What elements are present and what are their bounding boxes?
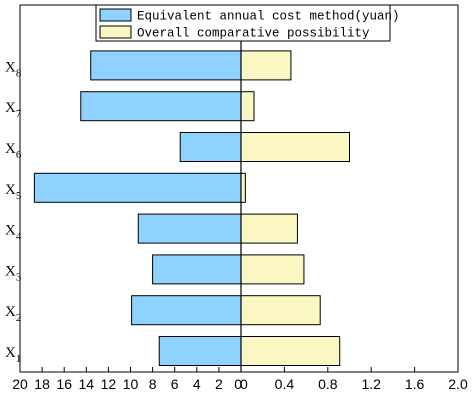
category-label-x5: X5 (5, 182, 22, 202)
cost-bar-x5 (33, 172, 242, 203)
left-tick-label-4: 4 (193, 376, 201, 392)
right-tick-label-0.4: 0.4 (275, 376, 295, 392)
cost-bar-x3 (152, 254, 242, 285)
left-tick-label-2: 2 (215, 376, 223, 392)
left-tick-label-18: 18 (34, 376, 50, 392)
possibility-bar-x7 (240, 91, 255, 122)
cost-bar-x7 (80, 91, 242, 122)
y-axis-category-labels: X1 X2 X3 X4 X5 X6 X7 X8 (5, 59, 22, 365)
cost-bar-x1 (158, 336, 242, 366)
legend-swatch-cost (99, 8, 132, 22)
legend-swatch-possibility (99, 25, 132, 39)
legend-label-cost: Equivalent annual cost method(yuan) (137, 10, 400, 24)
right-tick-label-0.8: 0.8 (318, 376, 338, 392)
legend-box (95, 4, 391, 42)
possibility-bar-x4 (240, 213, 298, 244)
category-label-x1: X1 (5, 345, 21, 365)
category-label-x6: X6 (5, 141, 22, 161)
possibility-series-bars (240, 50, 350, 366)
left-tick-label-20: 20 (12, 376, 28, 392)
possibility-bar-x1 (240, 336, 341, 366)
cost-bar-x6 (179, 132, 242, 162)
left-tick-label-12: 12 (101, 376, 117, 392)
right-tick-label-1.6: 1.6 (405, 376, 425, 392)
cost-bar-x2 (131, 295, 242, 326)
right-tick-label-0: 0 (240, 376, 248, 392)
right-tick-label-1.2: 1.2 (361, 376, 381, 392)
possibility-bar-x8 (240, 50, 292, 81)
possibility-bar-x2 (240, 295, 321, 326)
right-tick-label-2.0: 2.0 (448, 376, 468, 392)
legend-label-possibility: Overall comparative possibility (137, 27, 370, 41)
x-axis-ticks: 20 18 16 14 12 10 8 6 4 2 00 0.4 0.8 1.2 1.6 2.0 (12, 367, 468, 392)
legend: Equivalent annual cost method(yuan) Overa… (95, 4, 400, 42)
cost-bar-x4 (137, 213, 242, 244)
possibility-bar-x5 (240, 172, 246, 203)
cost-series-bars (33, 50, 242, 366)
possibility-bar-x6 (240, 132, 350, 162)
category-label-x7: X7 (5, 100, 22, 120)
possibility-bar-x3 (240, 254, 305, 285)
category-label-x3: X3 (5, 263, 22, 283)
left-tick-label-14: 14 (79, 376, 95, 392)
category-label-x4: X4 (5, 223, 22, 243)
left-tick-label-8: 8 (149, 376, 157, 392)
left-tick-label-6: 6 (171, 376, 179, 392)
left-tick-label-10: 10 (123, 376, 139, 392)
left-tick-label-16: 16 (56, 376, 72, 392)
category-label-x8: X8 (5, 59, 22, 79)
cost-bar-x8 (90, 50, 242, 81)
left-tick-label-0: 0 (234, 376, 242, 392)
category-label-x2: X2 (5, 304, 21, 324)
